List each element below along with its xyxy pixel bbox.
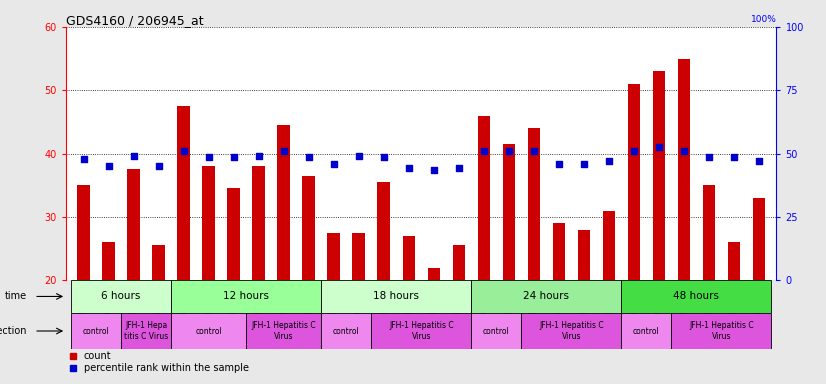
Point (702, 154, 715, 161)
Bar (377, 182, 390, 280)
Bar (121, 313, 171, 349)
Bar (703, 185, 715, 280)
Bar (577, 230, 590, 280)
Point (653, 144, 666, 150)
Bar (246, 313, 321, 349)
Bar (71, 280, 171, 313)
Point (377, 154, 391, 161)
Point (477, 148, 491, 154)
Text: infection: infection (0, 326, 27, 336)
Text: 24 hours: 24 hours (524, 291, 569, 301)
Point (152, 163, 165, 169)
Bar (71, 313, 121, 349)
Point (302, 154, 316, 161)
Point (752, 158, 766, 164)
Text: JFH-1 Hepatitis C
Virus: JFH-1 Hepatitis C Virus (689, 321, 753, 341)
Point (127, 153, 140, 159)
Bar (428, 268, 440, 280)
Bar (521, 313, 621, 349)
Bar (321, 280, 472, 313)
Point (627, 148, 640, 154)
Point (77, 156, 90, 162)
Bar (603, 210, 615, 280)
Text: count: count (84, 351, 112, 361)
Text: time: time (5, 291, 27, 301)
Point (352, 153, 365, 159)
Text: control: control (83, 326, 110, 336)
Text: control: control (333, 326, 359, 336)
Text: control: control (195, 326, 222, 336)
Point (728, 154, 741, 161)
Point (277, 148, 290, 154)
Bar (78, 185, 90, 280)
Bar (653, 71, 665, 280)
Bar (502, 144, 515, 280)
Bar (677, 58, 691, 280)
Point (202, 154, 216, 161)
Text: control: control (633, 326, 660, 336)
Point (327, 161, 340, 167)
Bar (472, 280, 621, 313)
Text: 12 hours: 12 hours (223, 291, 269, 301)
Point (677, 148, 691, 154)
Bar (472, 313, 521, 349)
Text: 6 hours: 6 hours (102, 291, 140, 301)
Text: control: control (483, 326, 510, 336)
Bar (152, 245, 165, 280)
Bar (553, 223, 565, 280)
Point (502, 148, 515, 154)
Point (527, 148, 540, 154)
Bar (202, 166, 215, 280)
Bar (752, 198, 765, 280)
Bar (402, 236, 415, 280)
Text: 48 hours: 48 hours (673, 291, 719, 301)
Bar (178, 106, 190, 280)
Point (102, 163, 115, 169)
Point (402, 164, 415, 170)
Point (577, 161, 591, 167)
Bar (621, 280, 771, 313)
Point (427, 167, 440, 173)
Bar (278, 125, 290, 280)
Text: 18 hours: 18 hours (373, 291, 420, 301)
Bar (102, 242, 115, 280)
Bar (253, 166, 265, 280)
Bar (628, 84, 640, 280)
Text: JFH-1 Hepatitis C
Virus: JFH-1 Hepatitis C Virus (389, 321, 453, 341)
Bar (672, 313, 771, 349)
Bar (371, 313, 472, 349)
Bar (127, 169, 140, 280)
Text: JFH-1 Hepatitis C
Virus: JFH-1 Hepatitis C Virus (251, 321, 316, 341)
Text: 100%: 100% (751, 15, 776, 24)
Bar (171, 313, 246, 349)
Bar (528, 128, 540, 280)
Text: percentile rank within the sample: percentile rank within the sample (84, 363, 249, 373)
Bar (302, 176, 315, 280)
Bar (728, 242, 740, 280)
Point (177, 148, 190, 154)
Bar (171, 280, 321, 313)
Point (602, 158, 615, 164)
Text: GDS4160 / 206945_at: GDS4160 / 206945_at (66, 14, 204, 27)
Text: JFH-1 Hepa
titis C Virus: JFH-1 Hepa titis C Virus (124, 321, 169, 341)
Text: JFH-1 Hepatitis C
Virus: JFH-1 Hepatitis C Virus (539, 321, 604, 341)
Bar (227, 189, 240, 280)
Point (553, 161, 566, 167)
Point (252, 153, 265, 159)
Bar (453, 245, 465, 280)
Bar (321, 313, 371, 349)
Bar (327, 233, 340, 280)
Bar (477, 116, 490, 280)
Point (227, 154, 240, 161)
Point (452, 164, 465, 170)
Bar (353, 233, 365, 280)
Bar (621, 313, 672, 349)
